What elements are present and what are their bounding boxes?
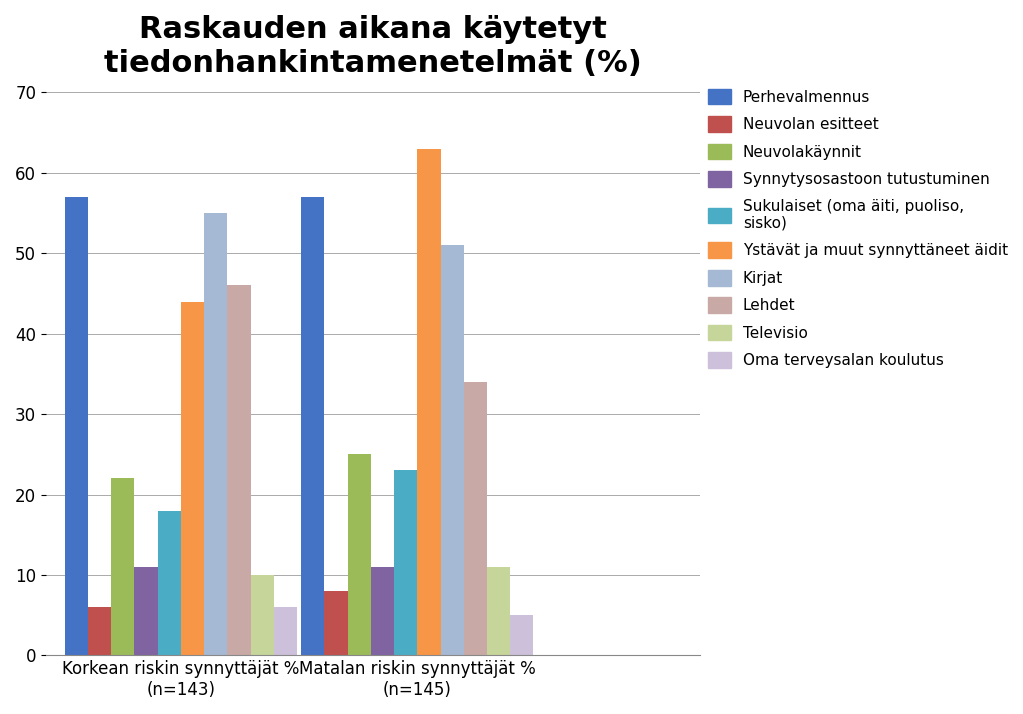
Bar — [324, 591, 348, 655]
Bar — [274, 607, 297, 655]
Bar — [227, 286, 251, 655]
Bar — [158, 511, 181, 655]
Legend: Perhevalmennus, Neuvolan esitteet, Neuvolakäynnit, Synnytysosastoon tutustuminen: Perhevalmennus, Neuvolan esitteet, Neuvo… — [708, 89, 1008, 368]
Bar — [64, 197, 88, 655]
Bar — [463, 382, 487, 655]
Bar — [441, 245, 463, 655]
Bar — [394, 471, 417, 655]
Bar — [251, 575, 274, 655]
Bar — [181, 301, 205, 655]
Bar — [510, 615, 533, 655]
Bar — [348, 454, 371, 655]
Bar — [371, 567, 394, 655]
Bar — [88, 607, 112, 655]
Title: Raskauden aikana käytetyt
tiedonhankintamenetelmät (%): Raskauden aikana käytetyt tiedonhankinta… — [104, 15, 641, 78]
Bar — [134, 567, 158, 655]
Bar — [487, 567, 510, 655]
Bar — [205, 213, 227, 655]
Bar — [417, 149, 441, 655]
Bar — [301, 197, 324, 655]
Bar — [112, 478, 134, 655]
